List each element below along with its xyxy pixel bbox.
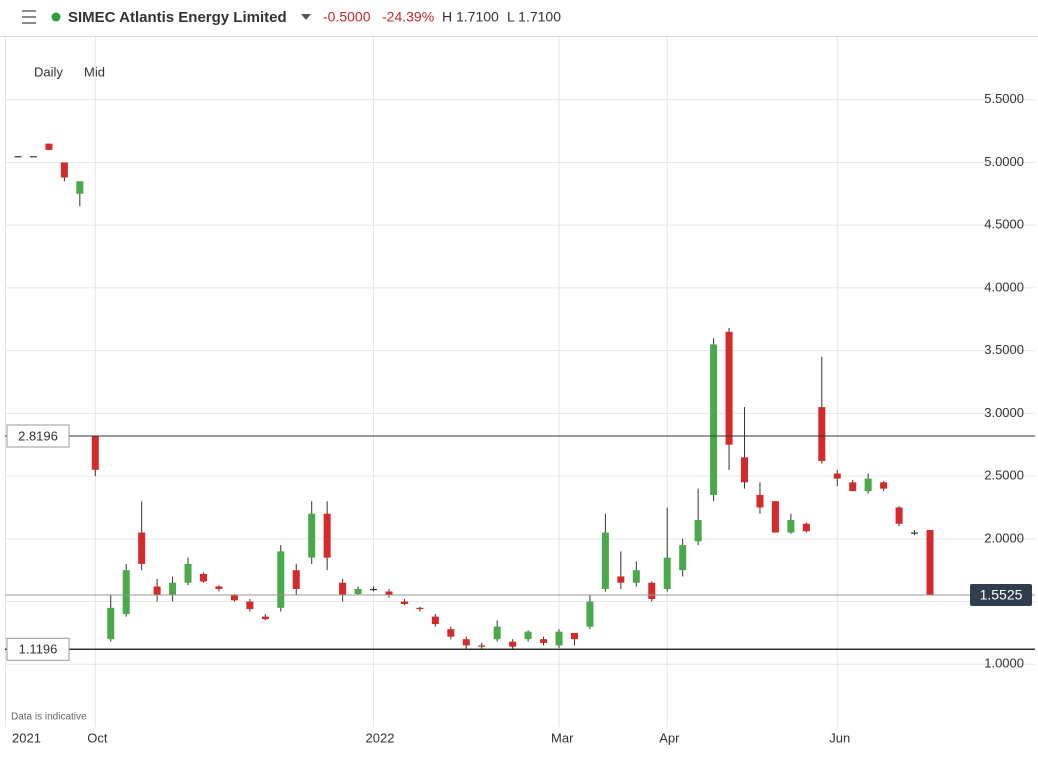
candle-body [509,641,517,647]
dropdown-arrow[interactable] [301,14,311,20]
candle-body [339,582,347,596]
candle-body [153,586,161,596]
candle-body [277,551,285,608]
x-tick-label: Oct [87,730,108,745]
candle-body [833,473,841,479]
low: L 1.7100 [507,9,561,25]
reference-label-box [6,637,70,661]
y-tick-label: 1.0000 [984,656,1024,671]
candle-body [60,162,68,178]
candle-body [926,530,934,595]
candle-body [215,586,223,589]
candle-body [570,632,578,640]
candle-body [354,589,362,595]
candle-body [91,435,99,470]
candle-body [756,494,764,508]
candle-body [122,570,130,615]
y-tick-label: 3.5000 [984,342,1024,357]
candle-body [802,523,810,532]
reference-label-box [6,424,70,448]
candle-body [400,601,408,605]
candle-body [462,639,470,646]
candle-body [679,545,687,571]
instrument-name[interactable]: SIMEC Atlantis Energy Limited [68,9,287,26]
candle-body [648,582,656,600]
candle-body [911,532,919,534]
last-price-label: 1.5525 [980,587,1023,603]
candle-body [45,143,53,150]
candle-body [76,181,84,194]
candle-body [586,601,594,627]
candle-body [771,501,779,533]
candle-body [292,570,300,589]
candle-body [431,616,439,625]
candle-body [524,631,532,640]
candle-body [416,607,424,610]
high: H 1.7100 [442,9,499,25]
x-tick-label: 2021 [12,730,41,745]
candle-body [895,507,903,524]
plot [5,37,1035,727]
price-type[interactable]: Mid [84,64,105,79]
change-pct: -24.39% [382,9,434,25]
menu-icon[interactable] [22,10,36,24]
candle-body [308,513,316,558]
candle-body [617,576,625,583]
candle-body [323,513,331,558]
candle-body [694,520,702,542]
y-tick-label: 3.0000 [984,405,1024,420]
x-tick-label: Mar [551,730,574,745]
candle-body [849,482,857,492]
candle-body [493,626,501,640]
candle-body [741,457,749,483]
y-tick-label: 4.0000 [984,279,1024,294]
candle-body [555,631,563,646]
candle-body [818,407,826,462]
candle-body [478,645,486,647]
y-tick-label: 5.5000 [984,91,1024,106]
grid [5,37,1035,727]
x-tick-label: 2022 [366,730,395,745]
last-price-box [970,583,1032,606]
candle-body [540,639,548,643]
y-tick-label: 2.0000 [984,530,1024,545]
candle-body [370,589,378,591]
candle-body [107,607,115,640]
candle-body [880,482,888,489]
candle-body [29,156,37,158]
candle-body [601,532,609,589]
candle-body [385,591,393,596]
x-tick-label: Apr [659,730,680,745]
candle-body [246,601,254,610]
candle-body [261,616,269,620]
candle-body [169,582,177,596]
candle-body [710,344,718,495]
y-tick-label: 2.5000 [984,468,1024,483]
candle-body [14,156,22,158]
y-tick-label: 4.5000 [984,217,1024,232]
x-tick-label: Jun [829,730,850,745]
status-dot [51,12,61,22]
candle-body [184,563,192,583]
footnote: Data is indicative [11,712,87,723]
candle-body [447,629,455,637]
candle-body [864,478,872,492]
candle-body [199,573,207,582]
candle-body [787,520,795,533]
interval[interactable]: Daily [34,64,63,79]
candle-body [230,595,238,601]
change: -0.5000 [323,9,371,25]
y-tick-label: 5.0000 [984,154,1024,169]
reference-label: 1.1196 [19,642,58,657]
candle-body [663,557,671,589]
header-bar [0,0,1038,36]
candle-body [138,532,146,564]
reference-label: 2.8196 [18,428,58,443]
candle-body [725,331,733,445]
candle-body [632,570,640,583]
